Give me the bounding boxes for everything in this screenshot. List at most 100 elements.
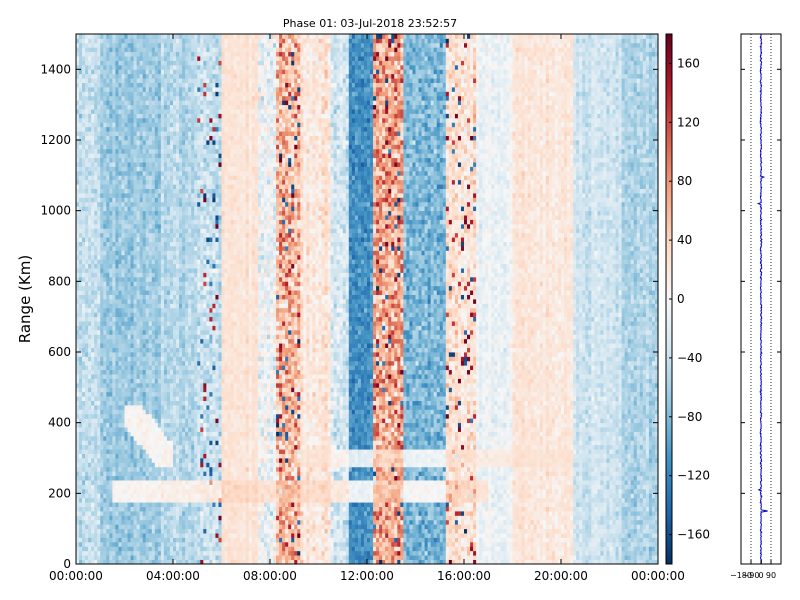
heatmap-cell bbox=[91, 533, 95, 538]
heatmap-cell bbox=[182, 559, 186, 565]
heatmap-cell bbox=[185, 369, 189, 375]
heatmap-cell bbox=[200, 338, 204, 344]
heatmap-cell bbox=[118, 365, 122, 371]
heatmap-cell bbox=[127, 117, 131, 123]
heatmap-cell bbox=[109, 462, 113, 468]
heatmap-cell bbox=[115, 179, 119, 185]
heatmap-cell bbox=[82, 378, 86, 384]
heatmap-cell bbox=[127, 369, 131, 375]
heatmap-cell bbox=[133, 153, 138, 159]
heatmap-cell bbox=[151, 431, 156, 437]
heatmap-cell bbox=[151, 254, 156, 260]
heatmap-cell bbox=[188, 405, 192, 410]
heatmap-cell bbox=[157, 241, 162, 247]
heatmap-cell bbox=[136, 162, 141, 167]
heatmap-cell bbox=[109, 223, 113, 229]
heatmap-cell bbox=[148, 56, 153, 61]
heatmap-cell bbox=[148, 338, 153, 344]
heatmap-cell bbox=[173, 276, 177, 282]
heatmap-cell bbox=[176, 82, 180, 88]
heatmap-cell bbox=[157, 144, 162, 150]
heatmap-cell bbox=[145, 413, 150, 419]
heatmap-cell bbox=[112, 215, 116, 220]
heatmap-cell bbox=[157, 462, 162, 468]
heatmap-cell bbox=[91, 365, 95, 371]
heatmap-cell bbox=[100, 466, 104, 472]
heatmap-cell bbox=[157, 246, 162, 251]
heatmap-cell bbox=[197, 387, 201, 393]
heatmap-cell bbox=[136, 78, 141, 83]
heatmap-cell bbox=[185, 524, 189, 530]
heatmap-cell bbox=[163, 263, 168, 269]
heatmap-cell bbox=[103, 347, 107, 353]
heatmap-cell bbox=[103, 413, 107, 419]
heatmap-cell bbox=[160, 175, 165, 181]
heatmap-cell bbox=[163, 555, 168, 560]
heatmap-cell bbox=[160, 329, 165, 335]
heatmap-cell bbox=[79, 78, 83, 83]
heatmap-cell bbox=[160, 440, 165, 446]
heatmap-cell bbox=[91, 219, 95, 225]
heatmap-cell bbox=[166, 51, 171, 57]
heatmap-cell bbox=[103, 453, 107, 459]
heatmap-cell bbox=[136, 175, 141, 181]
heatmap-cell bbox=[151, 391, 156, 397]
heatmap-cell bbox=[109, 299, 113, 304]
heatmap-cell bbox=[145, 250, 150, 256]
heatmap-cell bbox=[185, 409, 189, 415]
heatmap-cell bbox=[94, 82, 98, 88]
heatmap-cell bbox=[85, 365, 89, 371]
heatmap-cell bbox=[169, 458, 174, 463]
heatmap-cell bbox=[103, 126, 107, 132]
heatmap-cell bbox=[91, 431, 95, 437]
heatmap-cell bbox=[142, 387, 147, 393]
heatmap-cell bbox=[133, 462, 138, 468]
heatmap-cell bbox=[121, 104, 125, 110]
heatmap-cell bbox=[179, 237, 183, 242]
heatmap-cell bbox=[194, 78, 198, 83]
heatmap-cell bbox=[103, 418, 107, 424]
heatmap-cell bbox=[88, 228, 92, 234]
heatmap-cell bbox=[82, 365, 86, 371]
heatmap-cell bbox=[82, 515, 86, 521]
heatmap-cell bbox=[188, 73, 192, 79]
heatmap-cell bbox=[91, 312, 95, 318]
heatmap-cell bbox=[115, 219, 119, 225]
heatmap-cell bbox=[145, 360, 150, 366]
heatmap-cell bbox=[103, 237, 107, 242]
heatmap-cell bbox=[91, 307, 95, 313]
heatmap-cell bbox=[139, 537, 144, 543]
heatmap-cell bbox=[179, 462, 183, 468]
heatmap-cell bbox=[121, 228, 125, 234]
heatmap-cell bbox=[148, 511, 153, 516]
heatmap-cell bbox=[139, 38, 144, 44]
heatmap-cell bbox=[182, 462, 186, 468]
heatmap-cell bbox=[157, 254, 162, 260]
heatmap-cell bbox=[121, 184, 125, 189]
heatmap-cell bbox=[115, 431, 119, 437]
heatmap-cell bbox=[169, 506, 174, 512]
heatmap-cell bbox=[179, 387, 183, 393]
heatmap-cell bbox=[124, 400, 128, 406]
heatmap-cell bbox=[130, 497, 134, 503]
heatmap-cell bbox=[157, 303, 162, 309]
heatmap-cell bbox=[91, 95, 95, 101]
heatmap-cell bbox=[88, 444, 92, 450]
heatmap-cell bbox=[106, 241, 110, 247]
heatmap-cell bbox=[130, 100, 134, 106]
heatmap-cell bbox=[157, 396, 162, 401]
heatmap-cell bbox=[118, 533, 122, 538]
heatmap-cell bbox=[133, 427, 138, 432]
heatmap-cell bbox=[151, 148, 156, 154]
heatmap-cell bbox=[112, 246, 116, 251]
heatmap-cell bbox=[115, 400, 119, 406]
heatmap-cell bbox=[109, 166, 113, 172]
heatmap-cell bbox=[191, 272, 195, 278]
heatmap-cell bbox=[112, 42, 116, 48]
heatmap-cell bbox=[179, 135, 183, 141]
heatmap-cell bbox=[94, 343, 98, 348]
heatmap-cell bbox=[88, 307, 92, 313]
heatmap-cell bbox=[142, 64, 147, 70]
heatmap-cell bbox=[112, 312, 116, 318]
heatmap-cell bbox=[166, 241, 171, 247]
